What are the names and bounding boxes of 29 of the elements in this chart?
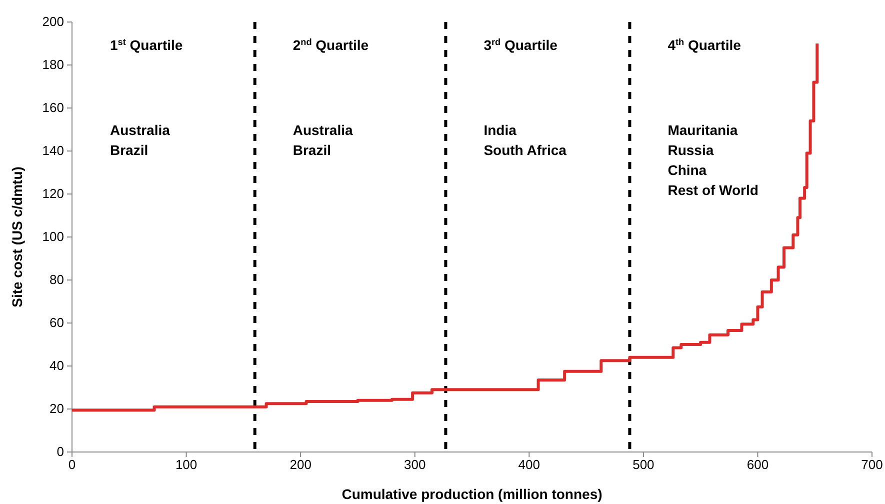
annotation: Australia Brazil (292, 122, 353, 158)
x-tick-label: 300 (404, 457, 426, 472)
annotation: 4$^{th}$ Quartile (668, 37, 742, 53)
annotation: 3$^{rd}$ Quartile (484, 37, 558, 53)
y-tick-label: 20 (50, 401, 64, 416)
x-axis-title: Cumulative production (million tonnes) (342, 486, 602, 502)
annotation: 2$^{nd}$ Quartile (292, 37, 369, 53)
x-tick-label: 400 (518, 457, 540, 472)
x-tick-label: 500 (632, 457, 654, 472)
y-axis-title: Site cost (US c/dmtu) (9, 166, 25, 308)
annotation: Mauritania Russia China Rest of World (668, 122, 758, 198)
y-tick-label: 160 (42, 100, 64, 116)
annotation: Australia Brazil (110, 122, 170, 158)
y-tick-label: 180 (42, 57, 64, 72)
annotation: 1$^{st}$ Quartile (110, 37, 183, 53)
x-tick-label: 200 (290, 457, 312, 472)
y-tick-label: 100 (42, 229, 64, 244)
y-tick-label: 140 (42, 143, 64, 158)
x-tick-label: 700 (861, 457, 883, 472)
y-tick-label: 40 (50, 358, 64, 374)
x-tick-label: 100 (175, 457, 198, 472)
y-tick-label: 120 (42, 186, 64, 202)
y-tick-label: 80 (50, 272, 64, 288)
y-tick-label: 200 (42, 14, 64, 30)
x-tick-label: 600 (746, 457, 769, 472)
y-tick-label: 60 (50, 315, 64, 330)
annotation: India South Africa (484, 122, 567, 158)
y-tick-label: 0 (56, 444, 64, 460)
x-tick-label: 0 (68, 457, 76, 472)
